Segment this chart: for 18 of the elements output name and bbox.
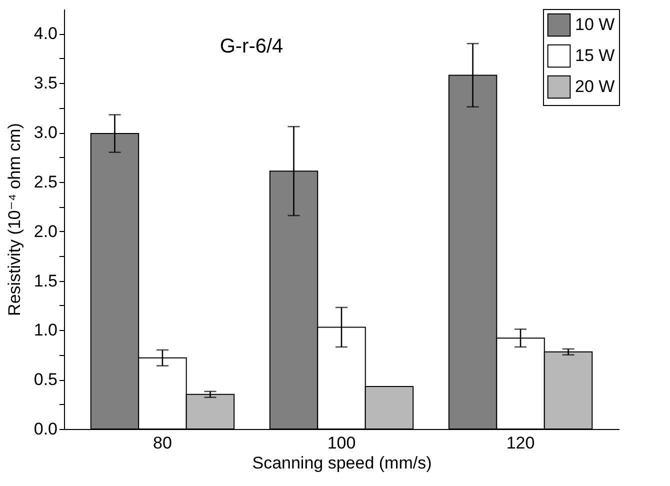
y-tick-label: 4.0 [34, 24, 58, 44]
text: G-r-6/4 [220, 36, 284, 58]
y-tick-label: 1.5 [34, 271, 58, 290]
y-tick-label: 1.0 [34, 320, 58, 340]
y-tick-label: 2.0 [34, 222, 58, 241]
x-tick-label: 80 [153, 434, 172, 452]
y-tick-label: 2.5 [34, 172, 58, 192]
x-axis-title: Scanning speed (mm/s) [252, 454, 432, 472]
y-tick-label: 0.0 [34, 420, 58, 438]
y-tick-label: 3.0 [34, 123, 58, 142]
y-axis-title: Resistivity (10⁻⁴ ohm cm) [4, 123, 24, 316]
legend-label: 20 W [575, 77, 615, 96]
x-tick-label: 100 [327, 434, 356, 452]
y-tick-label: 3.5 [34, 74, 58, 93]
legend-label: 10 W [575, 15, 615, 34]
legend-label: 15 W [575, 46, 615, 65]
x-tick-label: 120 [506, 434, 535, 452]
y-tick-label: 0.5 [34, 370, 58, 390]
